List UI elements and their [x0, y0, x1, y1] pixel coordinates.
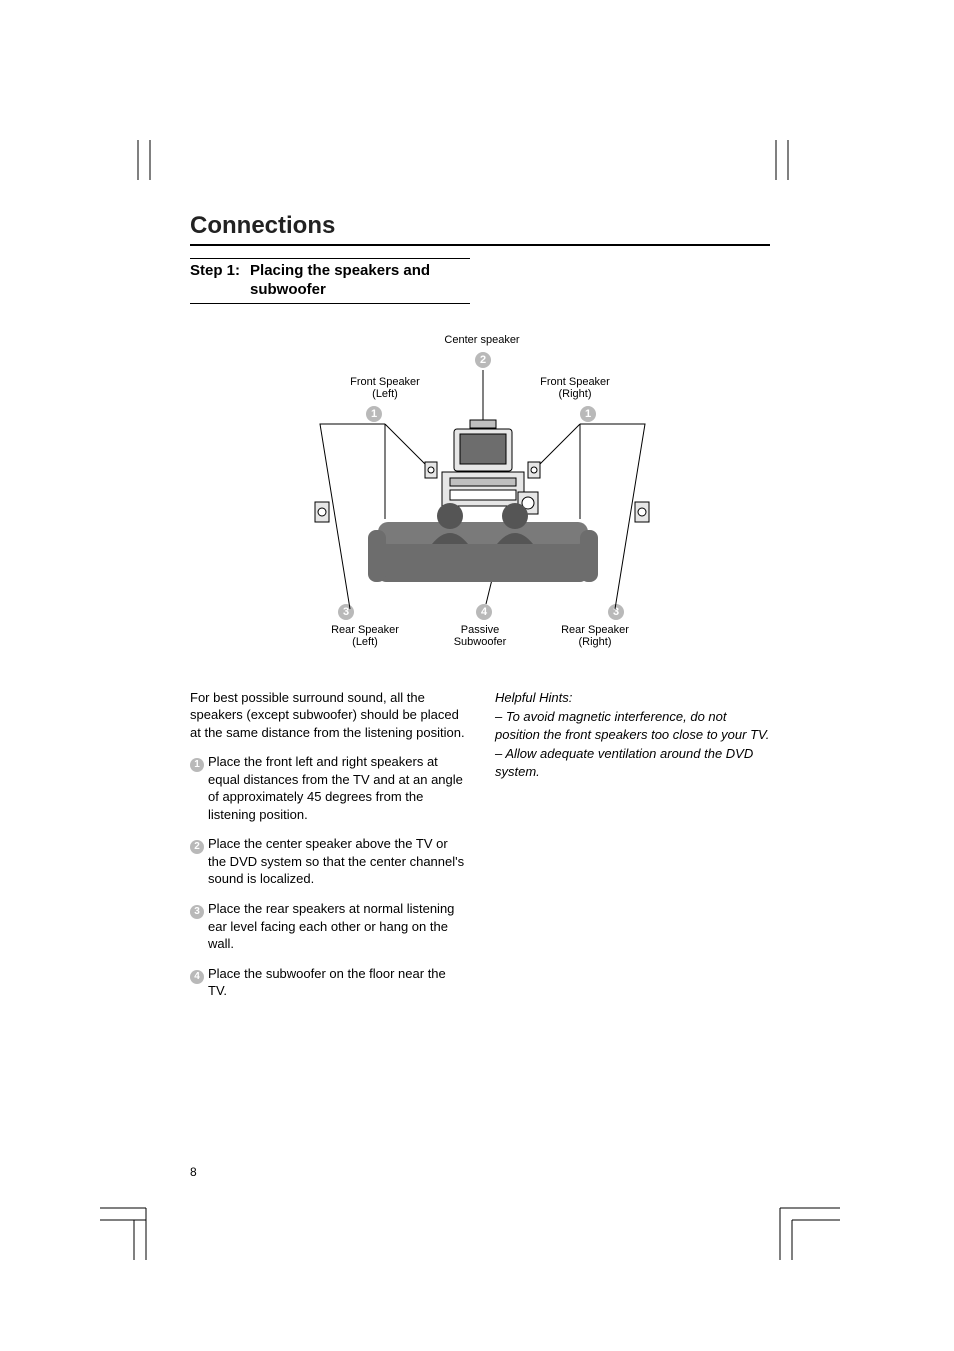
- step-heading-block: Step 1: Placing the speakers and subwoof…: [190, 258, 470, 304]
- step-rule-bottom: [190, 303, 470, 304]
- instruction-3-text: Place the rear speakers at normal listen…: [208, 900, 465, 953]
- lead-paragraph: For best possible surround sound, all th…: [190, 689, 465, 742]
- page-content: Connections Step 1: Placing the speakers…: [190, 212, 770, 1012]
- instruction-4-text: Place the subwoofer on the floor near th…: [208, 965, 465, 1000]
- instruction-4: 4 Place the subwoofer on the floor near …: [190, 965, 465, 1000]
- step-rule-top: [190, 258, 470, 259]
- instruction-1: 1 Place the front left and right speaker…: [190, 753, 465, 823]
- crop-mark-tl: [110, 140, 170, 200]
- step-number-icon: 1: [190, 758, 204, 772]
- step-number-icon: 2: [190, 840, 204, 854]
- step-label: Step 1:: [190, 262, 240, 300]
- body-columns: For best possible surround sound, all th…: [190, 689, 770, 1012]
- page-title: Connections: [190, 212, 770, 244]
- instruction-2-text: Place the center speaker above the TV or…: [208, 835, 465, 888]
- step-heading-text: Placing the speakers and subwoofer: [240, 262, 470, 300]
- title-rule: [190, 244, 770, 246]
- page-number: 8: [190, 1165, 197, 1179]
- instruction-1-text: Place the front left and right speakers …: [208, 753, 465, 823]
- instruction-3: 3 Place the rear speakers at normal list…: [190, 900, 465, 953]
- diagram-svg: [260, 334, 700, 664]
- crop-mark-br: [770, 1190, 840, 1260]
- hint-2: – Allow adequate ventilation around the …: [495, 745, 770, 780]
- hint-1: – To avoid magnetic interference, do not…: [495, 708, 770, 743]
- speaker-placement-diagram: Center speaker Front Speaker (Left) Fron…: [260, 334, 700, 664]
- crop-mark-bl: [100, 1190, 170, 1260]
- left-column: For best possible surround sound, all th…: [190, 689, 465, 1012]
- step-number-icon: 4: [190, 970, 204, 984]
- instruction-2: 2 Place the center speaker above the TV …: [190, 835, 465, 888]
- right-column: Helpful Hints: – To avoid magnetic inter…: [495, 689, 770, 1012]
- step-number-icon: 3: [190, 905, 204, 919]
- crop-mark-tr: [766, 140, 826, 200]
- hints-title: Helpful Hints:: [495, 689, 770, 707]
